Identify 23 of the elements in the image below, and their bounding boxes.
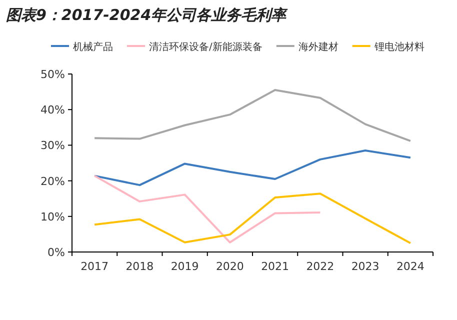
x-tick-label: 2021 <box>261 260 290 273</box>
line-series <box>94 174 322 244</box>
x-tick-label: 2017 <box>80 260 109 273</box>
y-tick-label: 40% <box>40 104 65 117</box>
chart-title: 图表9：2017-2024年公司各业务毛利率 <box>6 6 288 24</box>
y-tick-label: 50% <box>40 68 65 81</box>
x-tick-label: 2023 <box>351 260 380 273</box>
line-series <box>94 192 412 244</box>
legend-label: 机械产品 <box>73 41 113 53</box>
x-tick-label: 2018 <box>126 260 154 273</box>
x-tick-label: 2019 <box>170 260 199 273</box>
x-tick-label: 2024 <box>396 260 424 273</box>
x-tick-label: 2022 <box>306 260 334 273</box>
y-tick-label: 10% <box>40 210 65 224</box>
legend-label: 锂电池材料 <box>373 41 424 53</box>
x-tick-label: 2020 <box>216 260 244 273</box>
y-tick-label: 30% <box>40 139 65 152</box>
legend-label: 海外建材 <box>298 41 338 53</box>
y-tick-label: 20% <box>40 174 65 188</box>
line-series <box>94 89 412 142</box>
y-tick-label: 0% <box>48 246 65 259</box>
line-series <box>94 150 412 186</box>
legend-label: 清洁环保设备/新能源装备 <box>149 41 262 53</box>
